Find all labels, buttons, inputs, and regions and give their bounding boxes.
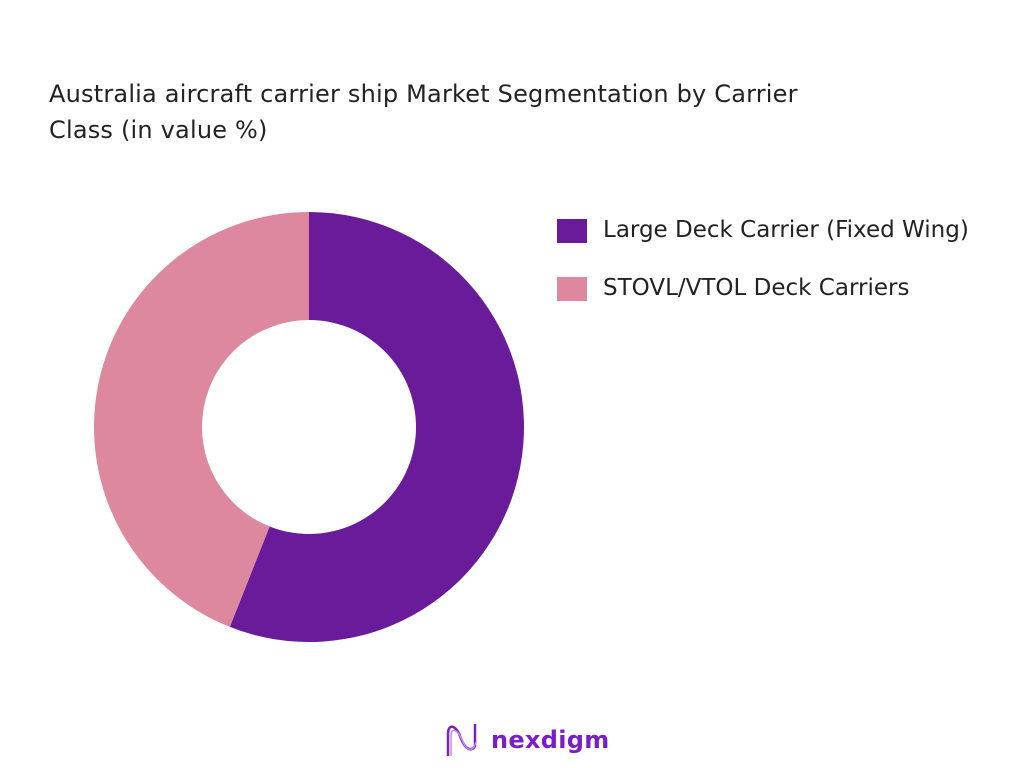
legend: Large Deck Carrier (Fixed Wing) STOVL/VT… [557, 212, 983, 328]
donut-slice-0 [229, 212, 525, 642]
legend-label: Large Deck Carrier (Fixed Wing) [603, 217, 969, 243]
brand-logo: nexdigm [445, 722, 610, 758]
chart-title: Australia aircraft carrier ship Market S… [49, 80, 798, 144]
legend-swatch [557, 219, 587, 243]
legend-item-large-deck: Large Deck Carrier (Fixed Wing) [557, 212, 983, 248]
legend-label: STOVL/VTOL Deck Carriers [603, 275, 910, 301]
legend-item-stovl: STOVL/VTOL Deck Carriers [557, 270, 983, 306]
donut-slice-1 [94, 212, 309, 627]
brand-name: nexdigm [491, 726, 610, 754]
legend-swatch [557, 277, 587, 301]
nexdigm-wave-icon [446, 724, 477, 756]
